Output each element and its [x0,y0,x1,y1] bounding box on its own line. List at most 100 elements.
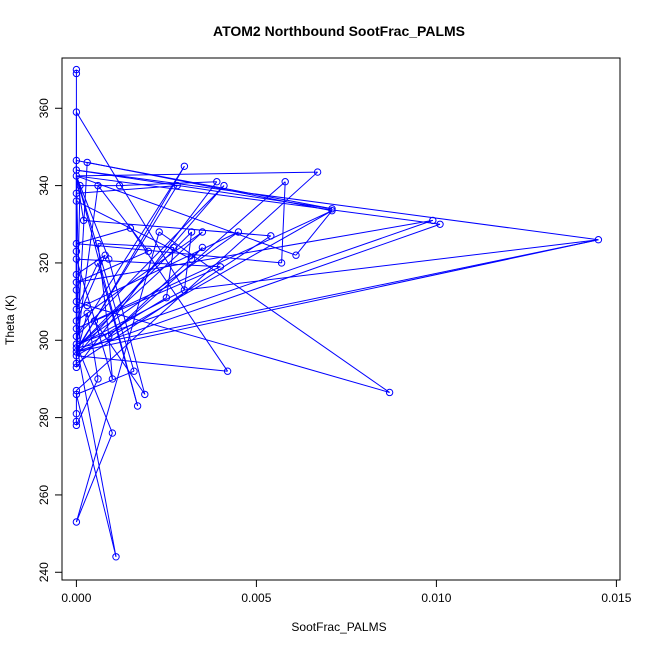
data-point [385,388,394,397]
series-line-segment [76,250,149,283]
data-point [187,255,196,263]
series-line-segment [76,231,203,322]
data-point [429,216,437,225]
data-point [180,286,189,294]
data-point [213,178,221,186]
data-point [72,359,81,368]
series-line-segment [83,219,271,237]
x-tick-label: 0.000 [61,591,91,605]
data-point [72,352,81,360]
data-point [72,247,81,256]
data-point [83,158,91,167]
data-point [155,228,163,236]
series-line-segment [79,231,239,345]
series-line-segment [94,266,221,322]
data-point [162,294,171,302]
data-point [72,417,81,426]
data-point [72,278,81,286]
data-point [72,340,81,348]
series-line-segment [97,243,174,248]
series-line-segment [76,227,131,245]
data-point [72,297,81,306]
series-line-segment [76,175,441,225]
data-point [94,259,102,267]
series-line-segment [75,343,113,434]
y-tick-label: 360 [37,98,51,118]
series-line-segment [76,185,178,194]
data-point [72,390,81,399]
data-point [94,181,102,190]
series-line-segment [165,247,175,298]
series-line-segment [97,243,110,337]
series-line-segment [75,432,113,523]
series-line-segment [86,313,99,380]
y-axis-label: Theta (K) [3,295,17,345]
series-line-segment [76,185,225,337]
data-point [72,363,81,372]
series-line-segment [75,231,160,523]
y-tick-label: 240 [37,562,51,582]
series-line-segment [76,185,225,357]
data-point [173,181,181,190]
series-line-segment [76,175,297,256]
series-line-segment [76,235,272,364]
data-point [187,228,196,236]
data-point [72,305,81,314]
data-point [105,332,113,341]
data-point [180,162,189,170]
data-point [115,181,124,190]
data-point [94,239,102,248]
series-line-segment [75,175,139,407]
series-line-segment [76,223,441,353]
data-point [133,402,142,410]
x-tick-label: 0.005 [241,591,271,605]
data-point [112,553,120,561]
series-line-segment [75,175,110,260]
series-line-segment [76,210,333,330]
series-line-segment [108,258,146,395]
x-tick-label: 0.010 [421,591,451,605]
y-tick-label: 320 [37,253,51,273]
series-line-segment [93,320,146,395]
data-point [72,386,81,395]
data-point [108,429,117,437]
data-point [223,367,232,375]
series-line-segment [281,181,286,263]
series-line-segment [76,210,333,357]
series-line-segment [97,185,149,252]
series-line-segment [108,336,113,379]
data-point [83,301,91,310]
series-line-segment [75,394,117,557]
series-points [72,65,603,561]
series-line-segment [75,111,185,291]
series-line-segment [75,175,135,372]
data-point [220,181,228,190]
data-point [105,255,113,263]
data-point [79,216,88,225]
data-point [130,367,138,375]
data-point [90,317,99,325]
data-point [72,332,81,341]
data-point [72,108,81,116]
data-point [126,224,135,232]
data-point [216,263,225,271]
series-line-segment [76,171,318,177]
data-point [328,205,336,213]
data-point [267,232,275,240]
data-point [94,375,102,383]
series-line-segment [76,239,599,349]
series-line-segment [119,181,217,187]
x-tick-label: 0.015 [601,591,631,605]
data-point [72,324,81,333]
x-axis-label: SootFrac_PALMS [291,620,386,634]
series-line-segment [129,227,229,372]
data-point [292,251,300,259]
data-point [72,270,81,279]
y-tick-label: 300 [37,330,51,350]
data-point [72,172,81,180]
series-line-segment [76,200,192,260]
series-line-segment [108,181,286,337]
series-line-segment [76,297,167,353]
series-line-segment [75,378,99,426]
